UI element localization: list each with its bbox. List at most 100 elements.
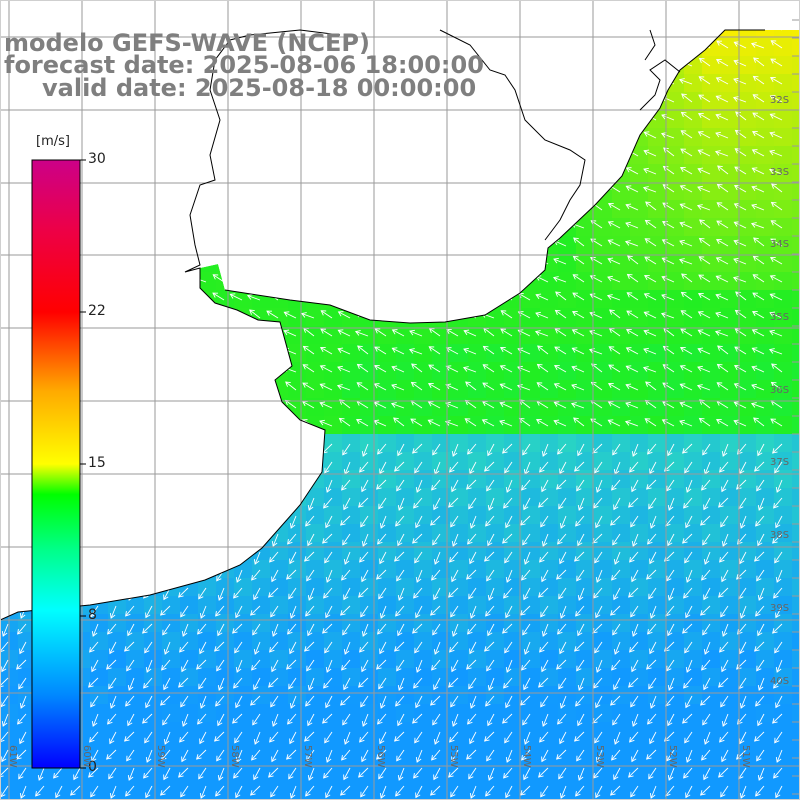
- wind-arrow-head: [698, 94, 704, 100]
- wind-arrow-head: [307, 540, 313, 547]
- wind-arrow: [337, 385, 351, 391]
- field-cell: [702, 254, 720, 272]
- wind-arrow-head: [250, 610, 256, 616]
- wind-arrow-head: [216, 575, 222, 582]
- field-cell: [90, 686, 108, 704]
- wind-arrow: [738, 497, 747, 510]
- field-cell: [792, 470, 800, 488]
- wind-arrow: [686, 479, 693, 493]
- wind-arrow-head: [772, 628, 778, 634]
- field-cell: [270, 794, 288, 800]
- wind-arrow: [524, 461, 531, 475]
- field-cell: [288, 686, 306, 704]
- field-cell: [648, 506, 666, 524]
- wind-arrow: [394, 551, 405, 562]
- field-cell: [684, 398, 702, 416]
- wind-arrow-head: [379, 558, 385, 565]
- field-cell: [666, 182, 684, 200]
- field-cell: [432, 488, 450, 506]
- wind-arrow-head: [643, 311, 650, 317]
- wind-arrow: [608, 383, 621, 391]
- wind-arrow-head: [432, 449, 438, 456]
- field-cell: [558, 668, 576, 686]
- wind-arrow: [679, 240, 693, 247]
- wind-arrow: [287, 533, 297, 545]
- field-cell: [666, 740, 684, 758]
- field-cell: [756, 650, 774, 668]
- field-cell: [666, 308, 684, 326]
- wind-arrow: [576, 569, 585, 582]
- wind-arrow: [719, 551, 729, 563]
- field-cell: [324, 686, 342, 704]
- field-cell: [234, 794, 252, 800]
- field-cell: [684, 200, 702, 218]
- field-cell: [360, 686, 378, 704]
- wind-arrow-head: [575, 520, 581, 527]
- field-cell: [378, 416, 396, 434]
- wind-arrow-head: [734, 166, 740, 172]
- wind-arrow: [391, 384, 405, 391]
- wind-arrow-head: [361, 576, 367, 583]
- field-cell: [450, 776, 468, 794]
- wind-arrow-head: [467, 448, 473, 455]
- field-cell: [666, 614, 684, 632]
- wind-arrow: [379, 551, 387, 564]
- wind-arrow: [428, 364, 441, 373]
- field-cell: [270, 614, 288, 632]
- field-cell: [108, 632, 126, 650]
- field-cell: [648, 164, 666, 182]
- wind-arrow: [270, 605, 279, 618]
- wind-arrow: [699, 57, 711, 67]
- field-cell: [648, 146, 666, 164]
- wind-arrow: [589, 312, 603, 319]
- wind-arrow-head: [487, 595, 494, 601]
- wind-arrow: [445, 384, 459, 391]
- field-cell: [774, 344, 792, 362]
- wind-arrow-head: [523, 504, 529, 511]
- wind-arrow: [771, 183, 783, 193]
- wind-arrow-head: [630, 611, 636, 618]
- wind-arrow-head: [306, 575, 312, 582]
- wind-arrow: [360, 515, 369, 528]
- field-cell: [666, 704, 684, 722]
- wind-arrow: [500, 347, 513, 355]
- field-cell: [612, 542, 630, 560]
- wind-arrow-head: [750, 402, 757, 408]
- field-cell: [684, 362, 702, 380]
- field-cell: [558, 290, 576, 308]
- wind-arrow: [416, 569, 423, 583]
- field-cell: [378, 776, 396, 794]
- wind-arrow-head: [753, 57, 759, 63]
- wind-arrow-head: [719, 466, 725, 473]
- field-cell: [738, 326, 756, 344]
- wind-arrow: [356, 382, 369, 391]
- field-cell: [594, 326, 612, 344]
- wind-arrow: [628, 497, 639, 508]
- wind-arrow-head: [644, 418, 651, 424]
- wind-arrow: [646, 569, 657, 580]
- wind-arrow-head: [577, 595, 584, 601]
- wind-arrow-head: [718, 592, 724, 598]
- field-cell: [576, 560, 594, 578]
- wind-arrow: [559, 551, 567, 564]
- field-cell: [792, 578, 800, 596]
- wind-arrow-head: [679, 203, 686, 209]
- field-cell: [216, 740, 234, 758]
- field-cell: [396, 704, 414, 722]
- field-cell: [774, 164, 792, 182]
- field-cell: [792, 92, 800, 110]
- wind-arrow: [772, 443, 783, 454]
- wind-arrow: [144, 641, 153, 654]
- wind-arrow-head: [559, 523, 566, 529]
- field-cell: [522, 434, 540, 452]
- field-cell: [738, 164, 756, 182]
- wind-arrow-head: [451, 541, 458, 547]
- wind-arrow: [735, 129, 747, 139]
- wind-arrow: [538, 587, 549, 598]
- field-cell: [594, 722, 612, 740]
- wind-arrow: [448, 497, 459, 508]
- wind-arrow: [523, 587, 531, 600]
- field-cell: [630, 614, 648, 632]
- wind-arrow: [770, 400, 783, 409]
- wind-arrow: [717, 363, 729, 373]
